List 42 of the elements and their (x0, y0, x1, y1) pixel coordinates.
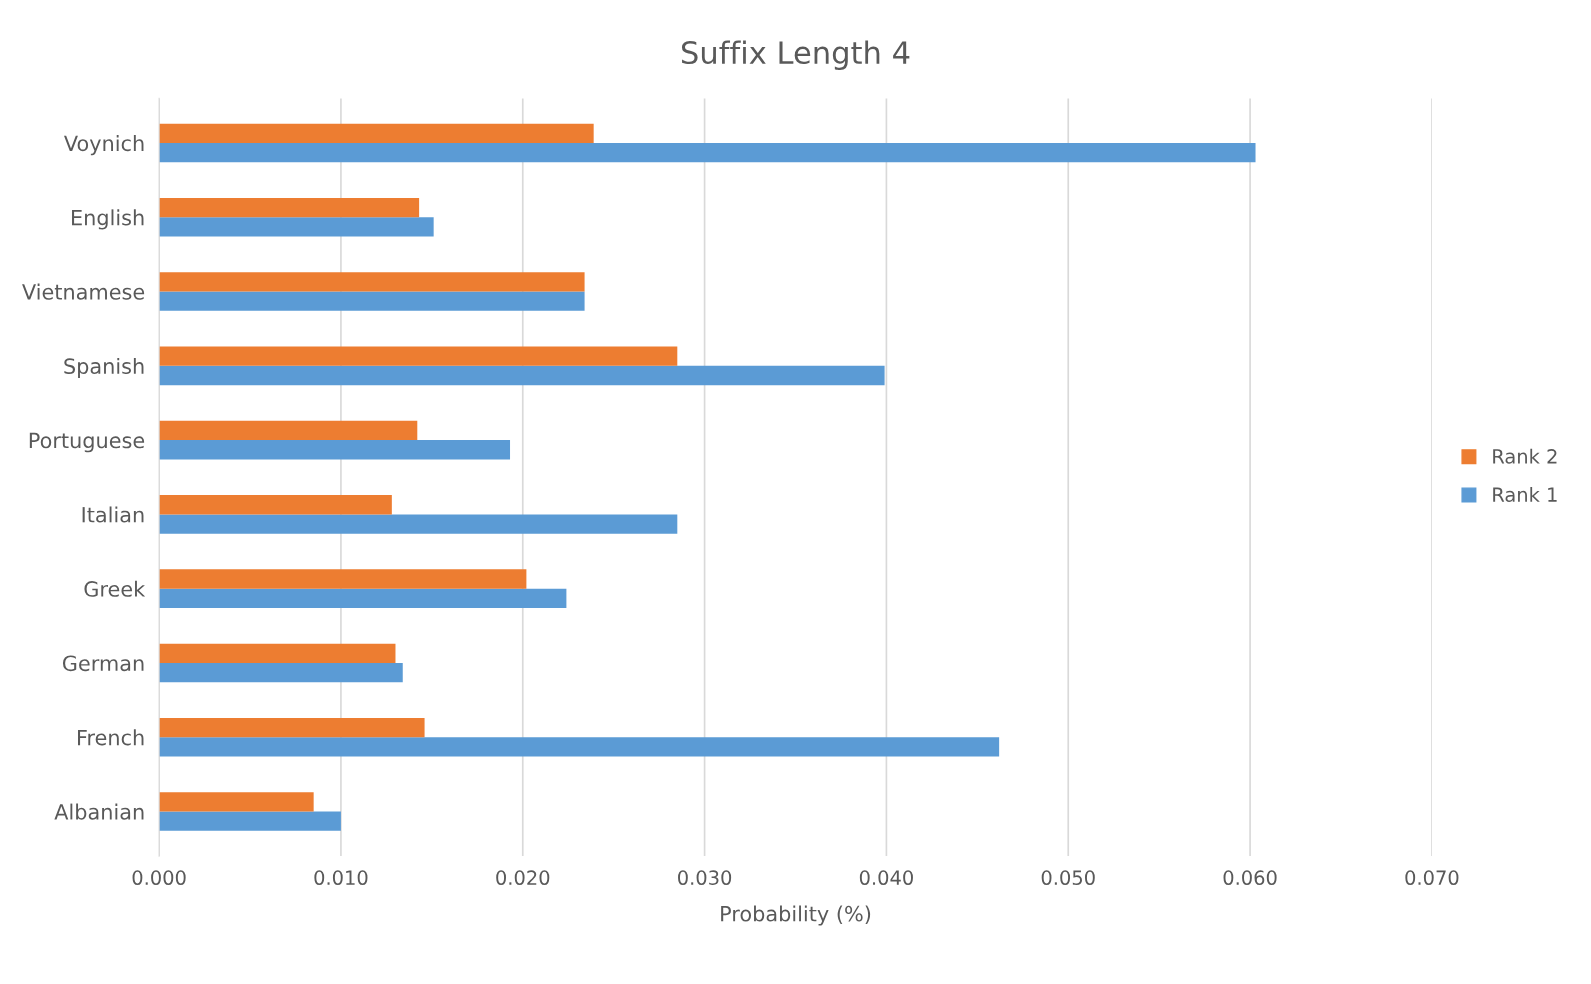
bar (159, 569, 527, 589)
bar (159, 142, 1256, 163)
legend-label: Rank 2 (1493, 448, 1557, 464)
y-tick-label: Vietnamese (22, 283, 145, 300)
x-axis-title: Probability (%) (721, 905, 871, 926)
bar (159, 588, 567, 608)
bar (159, 123, 594, 143)
bar (159, 495, 392, 515)
x-tick-label: 0.000 (132, 870, 186, 886)
y-tick-label: Italian (82, 506, 144, 523)
x-tick-label: 0.030 (678, 870, 732, 886)
bar (159, 792, 314, 812)
y-tick-label: German (62, 655, 144, 672)
y-tick-label: English (72, 209, 144, 230)
bar (159, 420, 418, 441)
y-tick-label: Albanian (54, 803, 144, 820)
y-tick-label: French (78, 729, 144, 746)
bar (159, 440, 511, 460)
x-tick-label: 0.070 (1405, 870, 1459, 886)
bar (159, 291, 585, 311)
bar (159, 365, 885, 386)
bar (159, 717, 425, 738)
bar (159, 217, 434, 237)
y-tick-label: Portuguese (29, 432, 145, 453)
legend-label: Rank 1 (1493, 486, 1557, 503)
bar (159, 811, 341, 831)
x-tick-label: 0.050 (1041, 870, 1095, 886)
bar (159, 272, 585, 292)
x-tick-label: 0.010 (314, 870, 368, 886)
x-tick-label: 0.060 (1223, 870, 1277, 886)
bar (159, 643, 396, 663)
bar (159, 662, 403, 683)
y-tick-label: Voynich (64, 135, 144, 156)
bar (159, 514, 678, 534)
x-tick-label: 0.040 (859, 870, 913, 886)
bar (159, 197, 420, 218)
bar (159, 346, 678, 366)
x-tick-label: 0.020 (496, 870, 550, 886)
y-tick-label: Greek (84, 580, 146, 597)
y-tick-label: Spanish (64, 357, 144, 379)
bar (159, 737, 1000, 757)
chart-title: Suffix Length 4 (681, 40, 910, 71)
